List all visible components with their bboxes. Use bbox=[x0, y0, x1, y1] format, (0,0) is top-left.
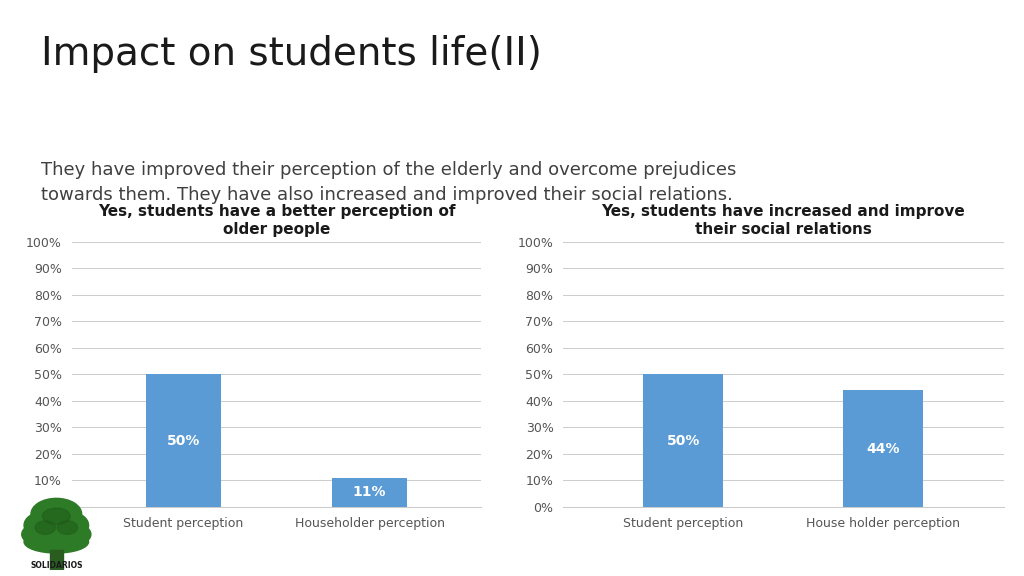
Bar bbox=[50, 550, 62, 569]
Text: 50%: 50% bbox=[667, 434, 700, 448]
Ellipse shape bbox=[22, 524, 54, 545]
Bar bbox=[146, 374, 220, 507]
Title: Yes, students have increased and improve
their social relations: Yes, students have increased and improve… bbox=[601, 204, 966, 237]
Ellipse shape bbox=[25, 512, 61, 539]
Bar bbox=[844, 391, 924, 507]
Ellipse shape bbox=[27, 515, 86, 543]
Ellipse shape bbox=[43, 508, 70, 525]
Ellipse shape bbox=[58, 524, 91, 545]
Text: 44%: 44% bbox=[866, 442, 900, 456]
Ellipse shape bbox=[51, 512, 88, 539]
Ellipse shape bbox=[57, 521, 78, 535]
Text: 11%: 11% bbox=[353, 486, 386, 499]
Bar bbox=[643, 374, 723, 507]
Text: 50%: 50% bbox=[167, 434, 200, 448]
Text: SOLIDARIOS: SOLIDARIOS bbox=[30, 561, 83, 570]
Bar bbox=[333, 478, 407, 507]
Ellipse shape bbox=[35, 521, 55, 535]
Ellipse shape bbox=[31, 498, 82, 530]
Text: They have improved their perception of the elderly and overcome prejudices
towar: They have improved their perception of t… bbox=[41, 161, 736, 204]
Ellipse shape bbox=[25, 530, 88, 553]
Title: Yes, students have a better perception of
older people: Yes, students have a better perception o… bbox=[97, 204, 456, 237]
Text: Impact on students life(II): Impact on students life(II) bbox=[41, 35, 542, 73]
